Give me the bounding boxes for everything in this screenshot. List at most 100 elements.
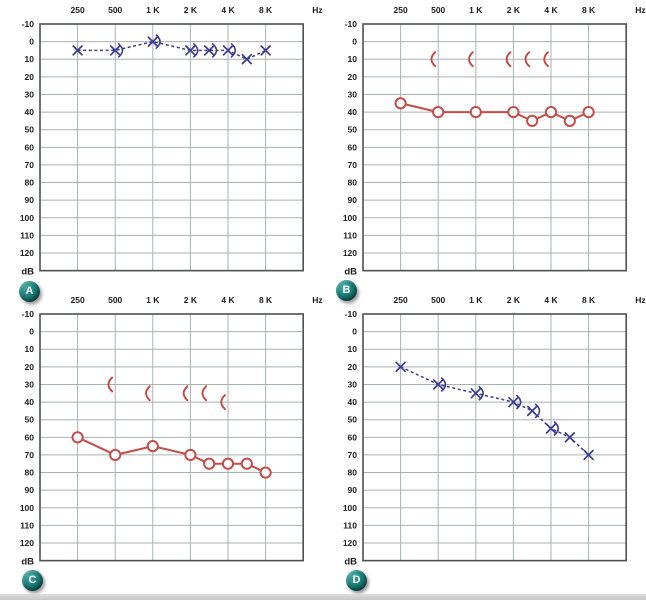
panel-badge-a-label: A [25, 285, 34, 297]
svg-text:1 K: 1 K [146, 295, 160, 305]
svg-text:dB: dB [21, 267, 34, 278]
svg-text:8 K: 8 K [259, 295, 273, 305]
svg-text:500: 500 [108, 295, 122, 305]
svg-text:0: 0 [352, 37, 357, 47]
svg-text:250: 250 [394, 5, 408, 15]
svg-text:250: 250 [71, 295, 85, 305]
svg-text:-10: -10 [345, 309, 358, 319]
page-edge-strip [0, 594, 646, 600]
svg-text:40: 40 [348, 397, 358, 407]
svg-text:20: 20 [25, 72, 35, 82]
svg-text:30: 30 [348, 89, 358, 99]
svg-text:80: 80 [348, 178, 358, 188]
svg-text:100: 100 [20, 503, 34, 513]
svg-text:60: 60 [25, 432, 35, 442]
audiogram-panel-c: 250 500 1 K 2 K 4 K 8 K Hz -10 0 10 20 30 40 50 60 70 80… [20, 295, 323, 568]
svg-text:8 K: 8 K [582, 295, 596, 305]
panel-badge-b: B [336, 280, 357, 301]
svg-text:50: 50 [348, 125, 358, 135]
svg-text:4 K: 4 K [221, 295, 235, 305]
svg-text:110: 110 [343, 520, 357, 530]
svg-text:70: 70 [25, 450, 35, 460]
panel-badge-a: A [19, 281, 40, 302]
svg-text:50: 50 [348, 415, 358, 425]
svg-text:50: 50 [25, 125, 35, 135]
svg-text:4 K: 4 K [221, 5, 235, 15]
svg-text:70: 70 [25, 160, 35, 170]
svg-text:500: 500 [431, 295, 445, 305]
svg-text:1 K: 1 K [469, 5, 483, 15]
svg-text:90: 90 [25, 195, 35, 205]
svg-text:dB: dB [21, 557, 34, 568]
svg-text:4 K: 4 K [544, 5, 558, 15]
svg-text:120: 120 [20, 538, 34, 548]
svg-text:10: 10 [348, 344, 358, 354]
svg-text:1 K: 1 K [146, 5, 160, 15]
svg-text:30: 30 [25, 89, 35, 99]
panel-badge-b-label: B [342, 284, 351, 296]
svg-text:2 K: 2 K [507, 295, 521, 305]
audiogram-panel-a: 250 500 1 K 2 K 4 K 8 K Hz -10 0 10 20 30 40 50 60 70 80… [20, 5, 323, 278]
panel-badge-c-label: C [28, 574, 37, 586]
svg-text:500: 500 [108, 5, 122, 15]
svg-text:120: 120 [20, 248, 34, 258]
svg-text:100: 100 [343, 213, 357, 223]
svg-text:-10: -10 [22, 19, 35, 29]
svg-text:20: 20 [25, 362, 35, 372]
svg-text:90: 90 [25, 485, 35, 495]
svg-text:0: 0 [29, 327, 34, 337]
svg-text:110: 110 [20, 230, 34, 240]
svg-text:10: 10 [25, 54, 35, 64]
svg-text:4 K: 4 K [544, 295, 558, 305]
svg-text:120: 120 [343, 248, 357, 258]
svg-text:80: 80 [25, 468, 35, 478]
svg-text:40: 40 [25, 397, 35, 407]
svg-text:80: 80 [25, 178, 35, 188]
svg-text:-10: -10 [22, 309, 35, 319]
svg-text:80: 80 [348, 468, 358, 478]
svg-text:0: 0 [352, 327, 357, 337]
svg-text:10: 10 [348, 54, 358, 64]
svg-text:dB: dB [344, 557, 357, 568]
svg-text:Hz: Hz [312, 5, 322, 15]
svg-text:60: 60 [348, 142, 358, 152]
svg-text:Hz: Hz [635, 295, 645, 305]
svg-text:250: 250 [71, 5, 85, 15]
svg-text:60: 60 [348, 432, 358, 442]
svg-text:50: 50 [25, 415, 35, 425]
svg-text:1 K: 1 K [469, 295, 483, 305]
panel-badge-c: C [22, 570, 43, 591]
svg-text:2 K: 2 K [184, 295, 198, 305]
svg-text:20: 20 [348, 72, 358, 82]
svg-text:40: 40 [348, 107, 358, 117]
svg-text:500: 500 [431, 5, 445, 15]
svg-text:90: 90 [348, 195, 358, 205]
svg-text:40: 40 [25, 107, 35, 117]
svg-text:100: 100 [343, 503, 357, 513]
svg-text:Hz: Hz [312, 295, 322, 305]
svg-text:60: 60 [25, 142, 35, 152]
svg-text:90: 90 [348, 485, 358, 495]
svg-text:120: 120 [343, 538, 357, 548]
svg-text:70: 70 [348, 450, 358, 460]
svg-text:250: 250 [394, 295, 408, 305]
svg-text:Hz: Hz [635, 5, 645, 15]
panel-badge-d: D [346, 570, 367, 591]
svg-text:70: 70 [348, 160, 358, 170]
svg-text:8 K: 8 K [582, 5, 596, 15]
svg-text:100: 100 [20, 213, 34, 223]
svg-text:110: 110 [343, 230, 357, 240]
svg-text:30: 30 [348, 379, 358, 389]
audiogram-panel-d: 250 500 1 K 2 K 4 K 8 K Hz -10 0 10 20 30 40 50 60 70 80… [343, 295, 646, 568]
svg-text:2 K: 2 K [507, 5, 521, 15]
svg-text:110: 110 [20, 520, 34, 530]
svg-text:30: 30 [25, 379, 35, 389]
svg-text:2 K: 2 K [184, 5, 198, 15]
svg-text:0: 0 [29, 37, 34, 47]
svg-text:10: 10 [25, 344, 35, 354]
svg-text:dB: dB [344, 267, 357, 278]
svg-text:8 K: 8 K [259, 5, 273, 15]
audiogram-panel-b: 250 500 1 K 2 K 4 K 8 K Hz -10 0 10 20 30 40 50 60 70 80… [343, 5, 646, 278]
svg-text:20: 20 [348, 362, 358, 372]
